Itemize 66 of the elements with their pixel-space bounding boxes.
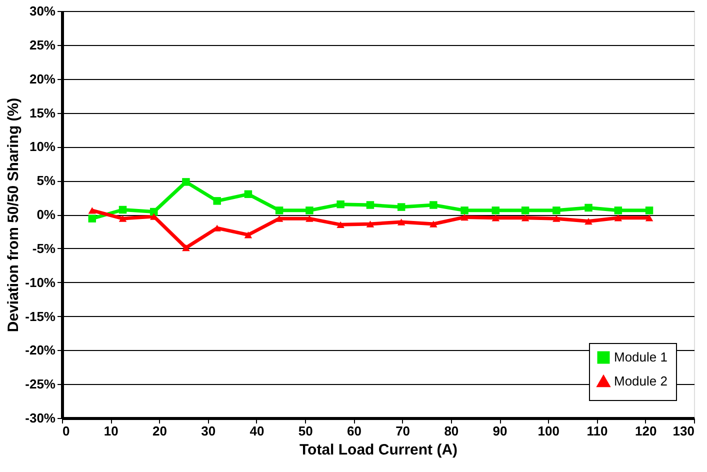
point (366, 201, 374, 209)
y-tick-label: 0% (36, 207, 56, 222)
point (552, 215, 560, 222)
y-tick-label: 20% (29, 71, 56, 86)
point (430, 220, 438, 228)
point (244, 231, 252, 238)
point (306, 206, 314, 214)
point (552, 206, 560, 214)
y-tick-label: -30% (25, 410, 56, 426)
point (397, 203, 406, 211)
point (492, 214, 500, 222)
point (213, 197, 221, 205)
x-tick-label: 90 (492, 424, 508, 438)
point (645, 214, 654, 222)
legend-label: Module 2 (614, 374, 668, 388)
y-tick-label: 25% (29, 37, 56, 52)
x-axis-title: Total Load Current (A) (299, 442, 458, 458)
point (182, 244, 190, 252)
y-axis-title: Deviation from 50/50 Sharing (%) (5, 98, 22, 332)
y-tick-label: 10% (29, 139, 56, 154)
y-tick-label: 30% (29, 4, 56, 18)
point (88, 214, 96, 222)
point (244, 190, 252, 198)
point (118, 215, 127, 222)
point (521, 206, 530, 214)
point (118, 206, 127, 214)
point (336, 200, 344, 208)
point (584, 218, 592, 225)
y-tick-label: -20% (25, 342, 56, 358)
legend-label: Module 1 (614, 350, 668, 364)
x-tick-label: 20 (152, 424, 167, 438)
point (275, 206, 284, 214)
point (584, 204, 592, 212)
x-tick-label: 60 (346, 424, 362, 438)
x-tick-label: 30 (201, 424, 216, 438)
point (150, 208, 158, 216)
y-tick-label: -5% (32, 240, 56, 256)
x-tick-label: 40 (250, 424, 264, 438)
point (336, 221, 344, 228)
point (614, 206, 622, 214)
y-tick-label: -15% (25, 308, 56, 324)
x-tick-label: 100 (538, 424, 560, 438)
x-tick-label: 110 (586, 424, 608, 438)
y-tick-label: -10% (25, 274, 56, 290)
point (182, 178, 190, 186)
x-tick-label: 120 (635, 424, 657, 438)
point (430, 201, 438, 209)
point (614, 214, 622, 222)
point (492, 206, 500, 214)
point (460, 206, 468, 214)
y-tick-label: 15% (29, 105, 56, 120)
x-tick-label: 80 (444, 424, 459, 438)
x-tick-label: 50 (298, 424, 313, 438)
point (397, 218, 406, 226)
x-tick-label: 10 (104, 424, 118, 438)
x-tick-label: 130 (672, 424, 694, 438)
y-tick-label: 5% (36, 173, 56, 188)
point (460, 214, 468, 221)
x-tick-label: 0 (62, 424, 70, 438)
x-tick-label: 70 (396, 424, 410, 438)
y-tick-label: -25% (25, 376, 56, 392)
point (645, 206, 654, 214)
point (521, 214, 530, 222)
point (366, 220, 374, 228)
point (306, 215, 314, 222)
point (88, 207, 96, 214)
